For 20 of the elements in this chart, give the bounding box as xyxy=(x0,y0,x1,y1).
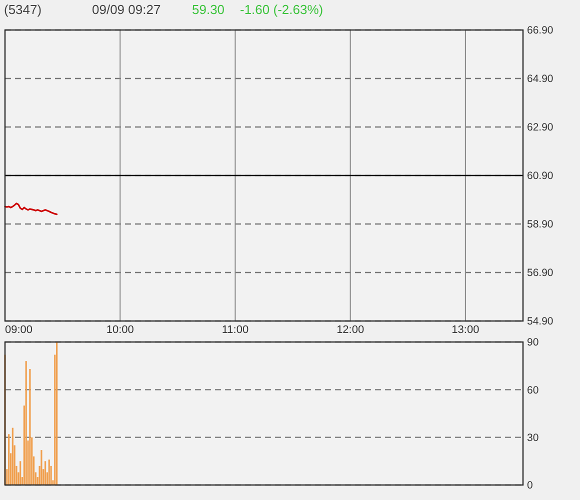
chart-title: (5347) xyxy=(4,2,42,17)
y-tick-label: 90 xyxy=(527,336,539,349)
x-tick-label: 12:00 xyxy=(336,324,364,336)
x-tick-label: 13:00 xyxy=(452,324,480,336)
y-tick-label: 30 xyxy=(527,432,539,444)
text: -1.60 (-2.63%) xyxy=(240,2,324,17)
x-tick-label: 09:00 xyxy=(5,324,33,336)
y-tick-label: 60 xyxy=(527,384,539,396)
y-tick-label: 54.90 xyxy=(527,316,554,328)
y-tick-label: 62.90 xyxy=(527,122,554,134)
x-tick-label: 10:00 xyxy=(106,324,134,336)
text: 59.30 xyxy=(192,2,225,17)
x-tick-label: 11:00 xyxy=(222,324,249,336)
y-tick-label: 0 xyxy=(527,480,533,492)
chart-subtitle: 09/09 09:27 xyxy=(92,2,161,17)
y-tick-label: 66.90 xyxy=(527,24,554,37)
y-tick-label: 64.90 xyxy=(527,73,554,86)
y-tick-label: 60.90 xyxy=(527,170,554,182)
y-tick-label: 58.90 xyxy=(527,218,554,231)
y-tick-label: 56.90 xyxy=(527,267,554,280)
